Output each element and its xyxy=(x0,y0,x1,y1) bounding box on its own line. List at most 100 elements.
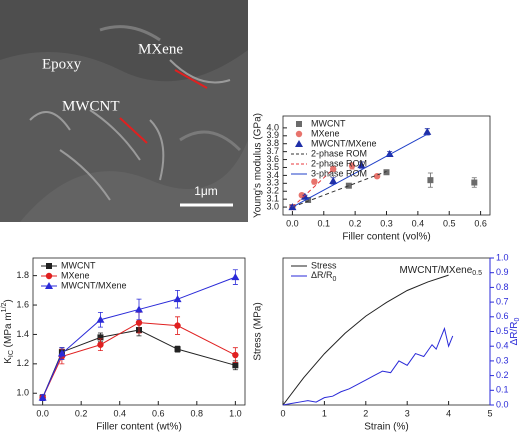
x-tick-label: 0.3 xyxy=(380,218,393,228)
y-tick-label: 3.0 xyxy=(266,201,279,211)
marker xyxy=(383,169,390,176)
y-tick-label: 1.6 xyxy=(16,299,29,309)
sem-label: MWCNT xyxy=(62,98,120,114)
marker xyxy=(427,177,434,184)
x-tick-label: 4 xyxy=(446,408,451,418)
marker xyxy=(232,362,239,369)
y2-tick-label: 0.7 xyxy=(496,296,509,306)
legend-label: MWCNT xyxy=(311,118,346,128)
plot-frame xyxy=(32,257,246,406)
y-tick-label: 3.3 xyxy=(266,178,279,188)
marker xyxy=(471,179,478,186)
x-tick-label: 0.8 xyxy=(191,408,204,418)
marker xyxy=(296,121,302,127)
marker xyxy=(295,130,303,138)
y2-tick-label: 0.8 xyxy=(496,282,509,292)
y2-tick-label: 0.4 xyxy=(496,341,509,351)
x-tick-label: 1 xyxy=(322,408,327,418)
legend-label: ΔR/R0 xyxy=(311,270,337,283)
x-tick-label: 0.0 xyxy=(36,408,49,418)
text-part: (MPa m xyxy=(3,312,14,350)
y-tick-label: 1.8 xyxy=(16,270,29,280)
marker xyxy=(96,315,105,323)
y-tick-label: 1.2 xyxy=(16,358,29,368)
x-tick-label: 2 xyxy=(363,408,368,418)
marker xyxy=(329,165,337,173)
marker xyxy=(423,127,432,135)
text-part: ) xyxy=(3,299,14,302)
y2-tick-label: 0.2 xyxy=(496,370,509,380)
sem-texture xyxy=(0,0,248,82)
y2-axis-label: ΔR/R0 xyxy=(509,318,520,346)
x-tick-label: 0.4 xyxy=(412,218,425,228)
series-line xyxy=(42,276,236,398)
x-tick-label: 0.2 xyxy=(75,408,88,418)
marker xyxy=(174,346,181,353)
y-tick-label: 1.0 xyxy=(16,388,29,398)
marker xyxy=(348,162,356,170)
text-part: IC xyxy=(8,350,15,357)
y-tick-label: 3.4 xyxy=(266,170,279,180)
marker xyxy=(295,140,303,147)
y-tick-label: 4.0 xyxy=(266,122,279,132)
series-line xyxy=(282,326,454,406)
sem-label: MXene xyxy=(138,41,183,57)
x-tick-label: 0.6 xyxy=(474,218,487,228)
marker xyxy=(329,176,338,184)
series-line xyxy=(292,168,334,208)
series-line xyxy=(42,322,236,398)
sem-fibers xyxy=(29,59,231,201)
legend-label: MWCNT/MXene xyxy=(61,280,127,290)
marker xyxy=(46,263,52,269)
x-tick-label: 0 xyxy=(280,408,285,418)
y-axis-label: Young's modulus (GPa) xyxy=(253,113,264,218)
x-tick-label: 0.2 xyxy=(349,218,362,228)
chart-title: MWCNT/MXene0.5 xyxy=(399,265,482,278)
scale-label: 1μm xyxy=(194,184,218,198)
marker xyxy=(345,182,352,189)
text-part: K xyxy=(3,357,14,364)
y-tick-label: 3.7 xyxy=(266,146,279,156)
legend-label: 3-phase ROM xyxy=(311,168,367,178)
y2-tick-label: 0.0 xyxy=(496,399,509,409)
x-axis-label: Filler content (wt%) xyxy=(96,422,182,432)
x-axis-label: Filler content (vol%) xyxy=(342,232,430,243)
sem-fibers xyxy=(99,25,242,152)
legend-label: 2-phase ROM xyxy=(311,148,367,158)
marker xyxy=(45,282,53,289)
y2-tick-label: 0.9 xyxy=(496,267,509,277)
y-axis-label: KIC (MPa m1/2) xyxy=(1,299,15,364)
arrow xyxy=(174,69,208,89)
y-tick-label: 3.1 xyxy=(266,194,279,204)
x-tick-label: 0.0 xyxy=(286,218,299,228)
marker xyxy=(357,161,366,169)
legend-label: MXene xyxy=(61,270,90,280)
series-line xyxy=(292,133,428,208)
y-tick-label: 3.5 xyxy=(266,162,279,172)
y2-tick-label: 0.1 xyxy=(496,385,509,395)
y-tick-label: 3.9 xyxy=(266,130,279,140)
text-part: 0 xyxy=(514,318,520,322)
y2-tick-label: 0.5 xyxy=(496,326,509,336)
marker xyxy=(135,305,143,313)
series-line xyxy=(292,170,387,208)
sem-label: Epoxy xyxy=(42,56,82,72)
legend-label: MWCNT xyxy=(61,260,96,270)
x-tick-label: 0.1 xyxy=(318,218,331,228)
series-line xyxy=(282,274,449,406)
marker xyxy=(305,196,312,203)
legend-label: Stress xyxy=(311,260,337,270)
y2-tick-label: 0.6 xyxy=(496,311,509,321)
text-part: 0 xyxy=(333,276,337,283)
marker xyxy=(135,319,143,326)
x-tick-label: 1.0 xyxy=(229,408,242,418)
arrow xyxy=(119,117,148,144)
marker xyxy=(173,295,182,303)
x-axis-label: Strain (%) xyxy=(364,422,408,432)
sem-texture xyxy=(20,140,248,222)
marker xyxy=(38,393,47,401)
text-part: 1/2 xyxy=(1,302,8,312)
y-axis-label: Stress (MPa) xyxy=(253,302,264,360)
